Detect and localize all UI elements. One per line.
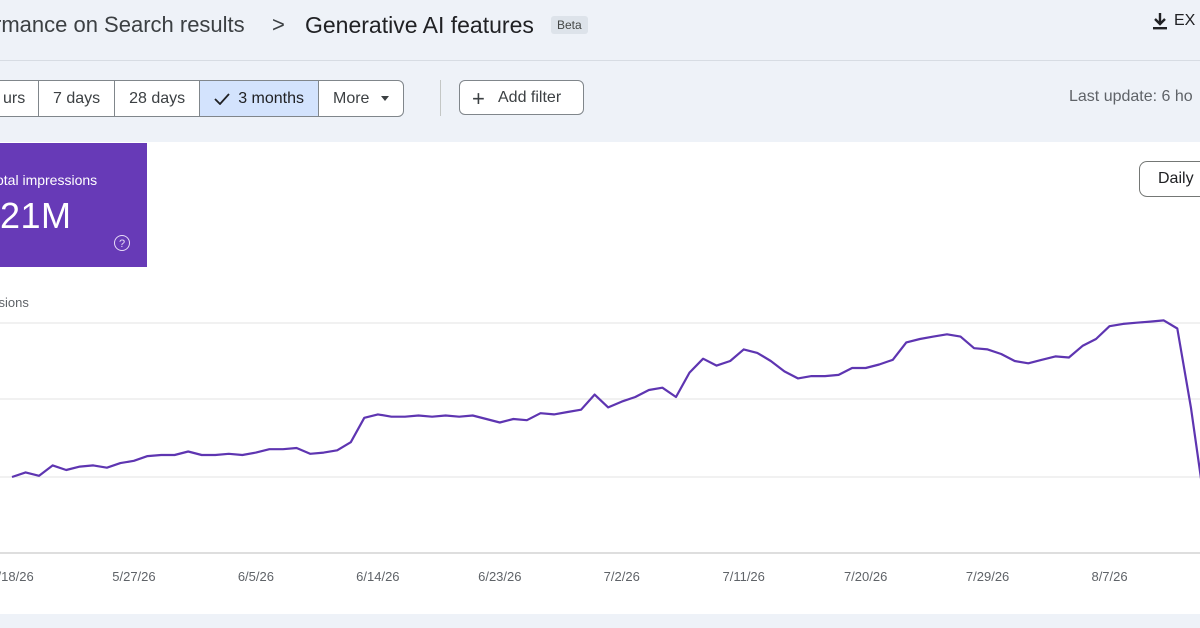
metric-label: otal impressions bbox=[0, 172, 98, 188]
chart-card bbox=[0, 142, 1200, 614]
range-option-label: urs bbox=[3, 90, 26, 107]
checkmark-icon bbox=[214, 93, 230, 106]
export-label: EX bbox=[1174, 12, 1196, 30]
range-option-more[interactable]: More bbox=[319, 81, 403, 116]
range-option-label: 28 days bbox=[129, 90, 186, 107]
x-tick-label: 5/18/26 bbox=[0, 569, 34, 584]
page-title: Generative AI features bbox=[305, 12, 534, 38]
page-footer-strip bbox=[0, 614, 1200, 628]
breadcrumb-parent[interactable]: rmance on Search results bbox=[0, 12, 245, 37]
range-option-hours[interactable]: urs bbox=[0, 81, 39, 116]
range-option-28-days[interactable]: 28 days bbox=[115, 81, 201, 116]
metric-value: 21M bbox=[0, 195, 72, 236]
x-tick-label: 6/14/26 bbox=[356, 569, 399, 584]
caret-down-icon bbox=[381, 96, 390, 102]
plus-icon: + bbox=[472, 86, 485, 111]
add-filter-label: Add filter bbox=[498, 89, 562, 106]
breadcrumb-separator-icon: > bbox=[272, 12, 285, 37]
y-axis-label: ssions bbox=[0, 295, 29, 310]
beta-badge: Beta bbox=[551, 16, 588, 34]
add-filter-button[interactable]: + Add filter bbox=[459, 80, 584, 115]
range-option-label: 3 months bbox=[238, 90, 304, 107]
impressions-series-line bbox=[11, 319, 1200, 480]
download-icon bbox=[1153, 13, 1167, 30]
granularity-dropdown[interactable]: Daily bbox=[1139, 161, 1200, 197]
x-tick-label: 7/2/26 bbox=[604, 569, 640, 584]
x-tick-label: 7/29/26 bbox=[966, 569, 1009, 584]
x-tick-label: 8/7/26 bbox=[1091, 569, 1127, 584]
toolbar-divider bbox=[440, 80, 441, 116]
export-button[interactable]: EX bbox=[1152, 12, 1195, 30]
x-tick-label: 5/27/26 bbox=[112, 569, 155, 584]
date-range-selector: urs 7 days 28 days 3 months More bbox=[0, 80, 405, 117]
range-option-label: 7 days bbox=[53, 90, 101, 107]
x-tick-label: 7/11/26 bbox=[722, 569, 764, 584]
range-option-label: More bbox=[333, 90, 370, 107]
last-update-text: Last update: 6 ho bbox=[1069, 88, 1193, 105]
page-header: rmance on Search results > Generative AI… bbox=[0, 0, 1200, 61]
question-circle-icon[interactable]: ? bbox=[114, 235, 130, 251]
total-impressions-card[interactable]: otal impressions 21M ? bbox=[0, 143, 147, 267]
x-tick-label: 6/23/26 bbox=[478, 569, 521, 584]
granularity-label: Daily bbox=[1158, 170, 1194, 187]
x-tick-label: 7/20/26 bbox=[844, 569, 887, 584]
impressions-line-chart: 5/18/26 5/27/26 6/5/26 6/14/26 6/23/26 7/2/26… bbox=[0, 319, 1200, 584]
range-option-3-months[interactable]: 3 months bbox=[200, 81, 319, 116]
range-option-7-days[interactable]: 7 days bbox=[39, 81, 116, 116]
x-tick-label: 6/5/26 bbox=[238, 569, 274, 584]
